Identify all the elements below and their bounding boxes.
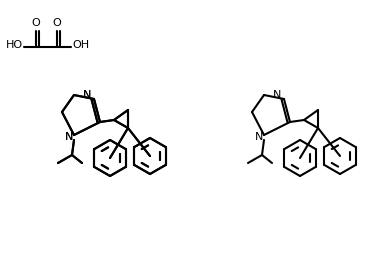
Text: N: N [255, 132, 263, 142]
Text: N: N [83, 90, 91, 100]
Text: O: O [53, 18, 61, 28]
Text: N: N [83, 90, 91, 100]
Text: O: O [31, 18, 40, 28]
Text: OH: OH [73, 40, 89, 50]
Text: HO: HO [5, 40, 23, 50]
Text: N: N [273, 90, 281, 100]
Text: N: N [65, 132, 73, 142]
Text: N: N [65, 132, 73, 142]
